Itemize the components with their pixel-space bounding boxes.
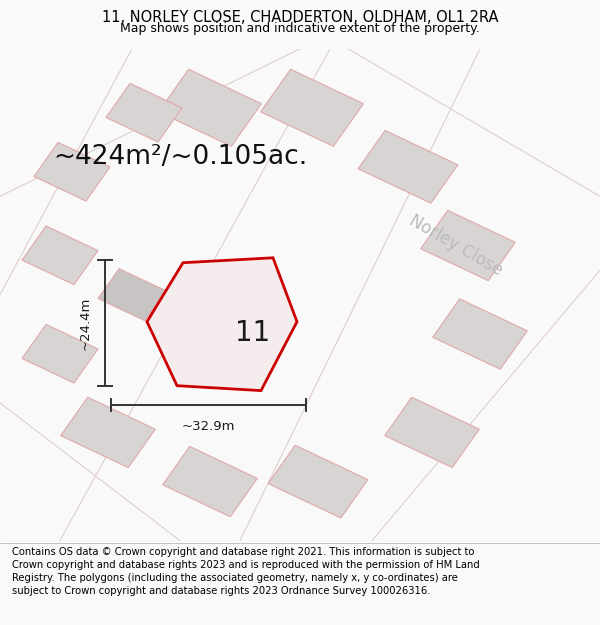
Polygon shape [98, 269, 166, 321]
Text: ~24.4m: ~24.4m [79, 296, 92, 349]
Polygon shape [106, 83, 182, 142]
Polygon shape [158, 69, 262, 146]
Text: 11: 11 [235, 319, 271, 348]
Polygon shape [22, 324, 98, 383]
Text: Norley Close: Norley Close [406, 211, 506, 279]
Polygon shape [163, 446, 257, 517]
Polygon shape [147, 258, 297, 391]
Text: 11, NORLEY CLOSE, CHADDERTON, OLDHAM, OL1 2RA: 11, NORLEY CLOSE, CHADDERTON, OLDHAM, OL… [102, 10, 498, 25]
Polygon shape [358, 131, 458, 203]
Polygon shape [22, 226, 98, 284]
Polygon shape [260, 69, 364, 146]
Polygon shape [61, 398, 155, 468]
Polygon shape [433, 299, 527, 369]
Text: Contains OS data © Crown copyright and database right 2021. This information is : Contains OS data © Crown copyright and d… [12, 546, 480, 596]
Text: ~424m²/~0.105ac.: ~424m²/~0.105ac. [53, 144, 307, 170]
Polygon shape [421, 211, 515, 281]
Polygon shape [268, 445, 368, 518]
Polygon shape [385, 398, 479, 468]
Polygon shape [34, 142, 110, 201]
Text: Map shows position and indicative extent of the property.: Map shows position and indicative extent… [120, 22, 480, 35]
Text: ~32.9m: ~32.9m [182, 420, 235, 433]
